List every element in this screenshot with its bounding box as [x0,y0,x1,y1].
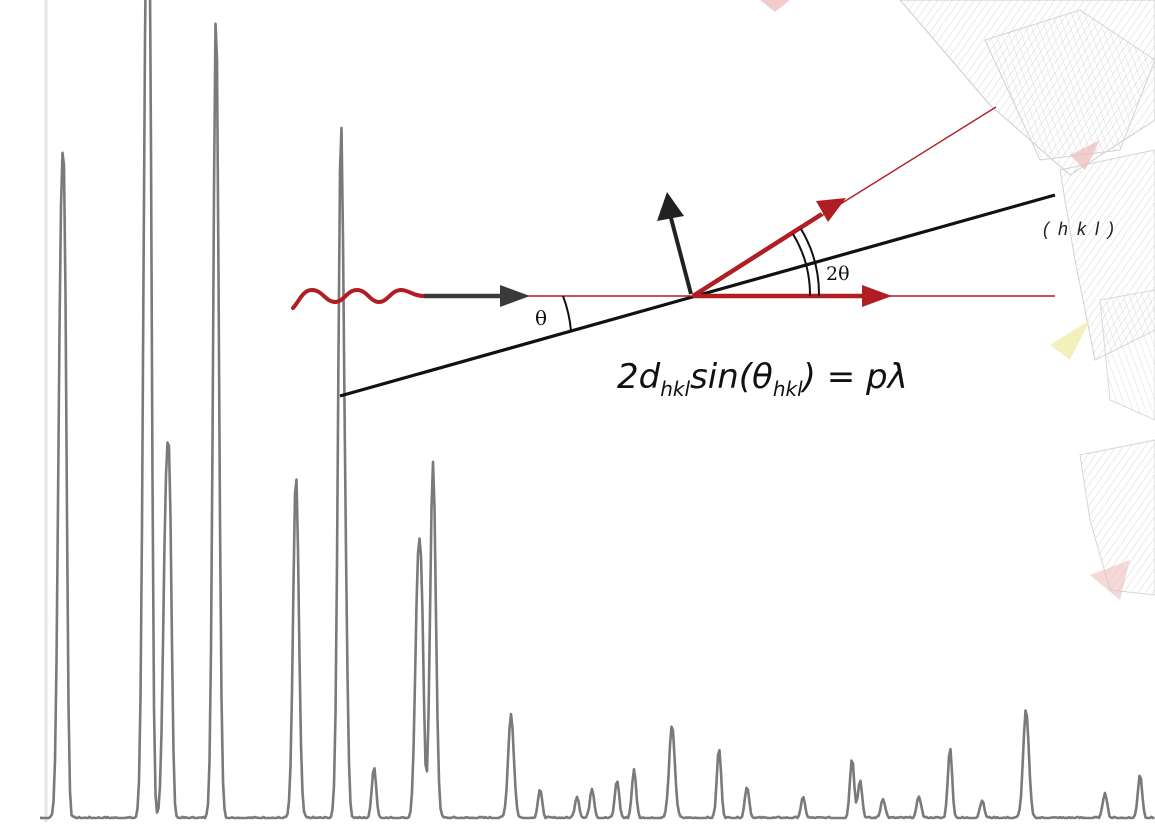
plane-normal-arrow-icon [671,218,691,294]
powder-diffraction-pattern [40,0,1155,818]
miller-plane-label: ( h k l ) [1043,219,1116,240]
eq-mid: sin(θ [690,357,773,397]
plane-normal-arrow-head [657,192,684,221]
theta-angle-arc [563,296,571,331]
eq-sub-theta: hkl [773,377,803,401]
eq-sub-d: hkl [660,377,690,401]
theta-label: θ [535,306,547,330]
incident-arrow-head [500,285,530,307]
eq-tail: ) = pλ [803,357,908,397]
transmitted-arrow-head [862,285,892,307]
bragg-law-equation: 2dhklsin(θhkl) = pλ [617,360,908,399]
eq-lead: 2d [617,357,660,397]
incoming-xray-wave-icon [293,290,424,308]
diffracted-arrow-head [816,198,846,222]
two-theta-label: 2θ [826,263,850,285]
background-crystal-decoration [760,0,1155,600]
